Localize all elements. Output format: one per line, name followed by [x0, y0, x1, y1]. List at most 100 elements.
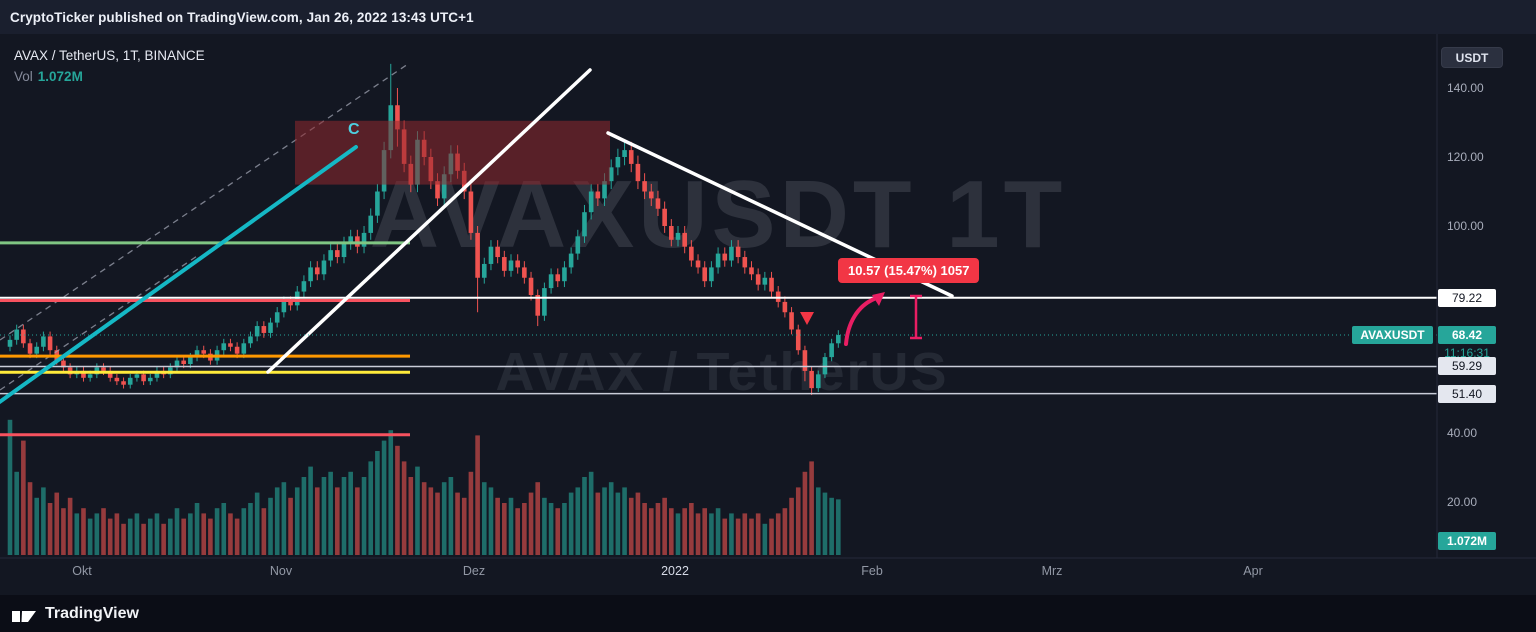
candle-body — [61, 360, 66, 368]
price-tick-label: 120.00 — [1447, 150, 1484, 164]
trendline — [266, 68, 592, 374]
price-tick-label: 100.00 — [1447, 219, 1484, 233]
time-axis-label: Mrz — [1041, 564, 1063, 578]
symbol-price-tag[interactable]: AVAXUSDT — [1352, 325, 1433, 344]
candle-body — [321, 260, 327, 275]
candle-body — [769, 277, 774, 292]
candle-body — [101, 367, 106, 371]
volume-bar — [749, 518, 754, 555]
candle-body — [689, 246, 694, 261]
volume-bar — [147, 518, 153, 555]
volume-bar — [294, 487, 300, 555]
candle-body — [729, 246, 734, 261]
price-level-label[interactable]: 59.29 — [1438, 357, 1496, 376]
candle-body — [535, 295, 541, 316]
candle-body — [675, 232, 681, 240]
candle-body — [655, 198, 661, 209]
candle-body — [488, 246, 494, 264]
volume-bar — [655, 503, 661, 555]
candle-body — [468, 191, 474, 233]
candle-body — [662, 208, 667, 226]
volume-bar — [836, 499, 841, 555]
candle-body — [395, 105, 400, 130]
volume-bar — [361, 477, 367, 555]
time-axis-label: Dez — [462, 564, 486, 578]
volume-bar — [435, 492, 440, 555]
candle-body — [515, 260, 520, 268]
trendline — [0, 145, 358, 405]
candle-body — [141, 374, 146, 382]
bar-countdown: 11:16:31 — [1444, 345, 1490, 360]
candle-body — [81, 370, 86, 378]
volume-bar — [582, 477, 587, 555]
volume-bar — [468, 471, 474, 555]
candle-body — [201, 350, 207, 354]
volume-label: Vol — [14, 69, 33, 84]
candle-body — [682, 232, 687, 247]
volume-bar — [428, 487, 434, 555]
candle-body — [274, 312, 280, 323]
symbol-title[interactable]: AVAX / TetherUS, 1T, BINANCE — [14, 48, 205, 63]
volume-bar — [188, 513, 193, 555]
volume-indicator-row[interactable]: Vol 1.072M — [14, 69, 205, 84]
symbol-legend[interactable]: AVAX / TetherUS, 1T, BINANCE Vol 1.072M — [14, 48, 205, 84]
price-level-label[interactable]: 79.22 — [1438, 288, 1496, 307]
candle-body — [762, 277, 768, 285]
volume-bar — [54, 492, 60, 555]
candle-body — [188, 357, 193, 364]
candle-body — [522, 267, 527, 278]
candle-body — [669, 226, 674, 240]
volume-bar — [535, 482, 541, 555]
candlestick-plot[interactable]: C — [0, 34, 1536, 595]
candle-body — [642, 181, 647, 192]
volume-bar — [528, 492, 534, 555]
price-tick-label: 140.00 — [1447, 81, 1484, 95]
candle-body — [314, 267, 320, 275]
candle-body — [742, 257, 748, 268]
candle-body — [836, 335, 841, 344]
volume-bar — [388, 430, 394, 555]
volume-bar — [408, 477, 414, 555]
volume-bar — [94, 513, 100, 555]
tradingview-logo-icon[interactable] — [12, 605, 37, 622]
candle-body — [348, 236, 353, 244]
candle-body — [709, 267, 714, 282]
chart-area[interactable]: AVAXUSDT 1T AVAX / TetherUS C AVAX / Tet… — [0, 34, 1536, 595]
candle-body — [648, 191, 654, 199]
volume-bar — [214, 508, 220, 555]
volume-bar — [729, 513, 734, 555]
currency-toggle-button[interactable]: USDT — [1441, 47, 1503, 68]
candle-body — [308, 267, 313, 282]
volume-bar — [221, 503, 227, 555]
candle-body — [809, 370, 814, 389]
volume-bar — [775, 513, 781, 555]
volume-bar — [481, 482, 487, 555]
volume-bar — [288, 497, 293, 555]
volume-bar — [508, 497, 514, 555]
volume-bar — [181, 518, 186, 555]
candle-body — [595, 191, 601, 199]
price-change-label[interactable]: 10.57 (15.47%) 1057 — [838, 258, 980, 283]
candle-body — [755, 274, 761, 285]
candle-body — [548, 274, 554, 289]
volume-bar — [542, 497, 547, 555]
volume-bar — [782, 508, 788, 555]
volume-bar — [675, 513, 681, 555]
candle-body — [241, 343, 247, 354]
volume-bar — [461, 497, 467, 555]
volume-bar — [208, 518, 213, 555]
volume-bar — [308, 466, 313, 555]
volume-bar — [562, 503, 567, 555]
volume-bar — [134, 513, 140, 555]
volume-bar — [695, 513, 701, 555]
volume-bar — [121, 523, 126, 555]
tradingview-brand[interactable]: TradingView — [45, 604, 139, 622]
volume-bar — [682, 508, 687, 555]
volume-bar — [67, 497, 73, 555]
volume-bar — [522, 503, 527, 555]
price-tick-label: 40.00 — [1447, 426, 1478, 440]
volume-bar — [495, 497, 500, 555]
price-level-label[interactable]: 51.40 — [1438, 384, 1496, 403]
candle-body — [127, 377, 133, 385]
candle-body — [475, 232, 480, 278]
